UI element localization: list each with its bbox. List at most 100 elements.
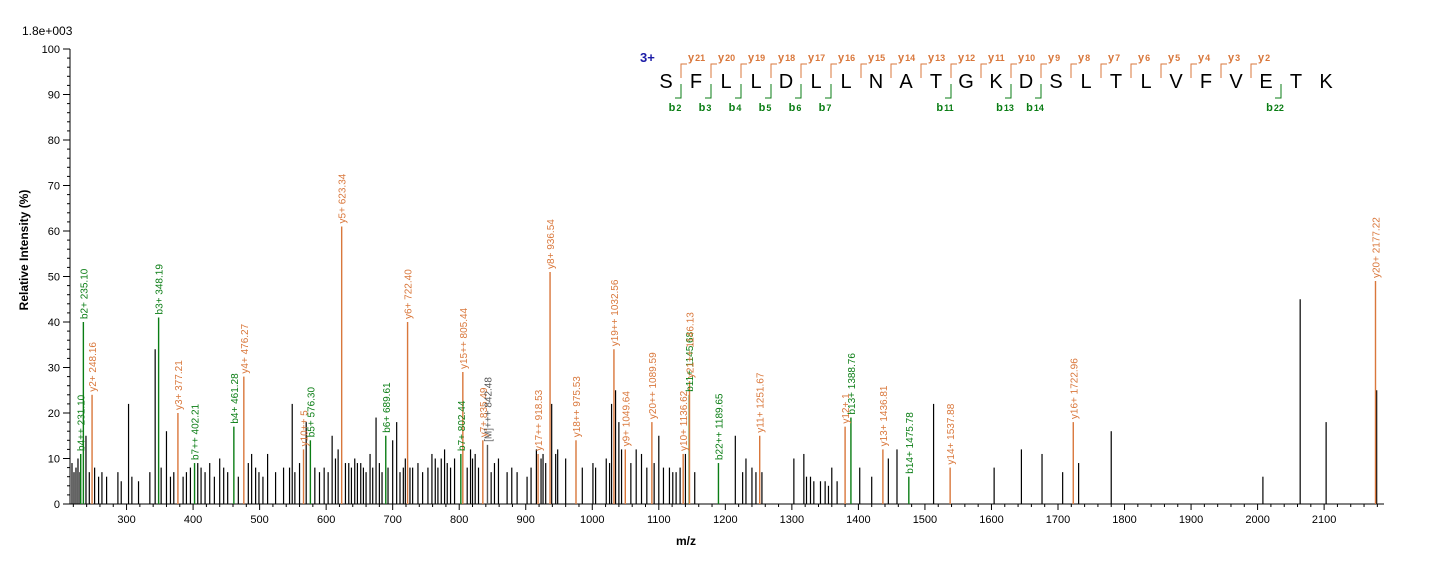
peak-labels: b4++ 231.10 b2+ 235.10 y2+ 248.16 b3+ 348.1…	[77, 173, 1383, 473]
y-ion-bracket	[890, 63, 897, 78]
b-ion-label: b7	[819, 102, 832, 114]
y-tick-label: 80	[48, 135, 60, 147]
y-ion-label: y17	[808, 52, 825, 64]
peak-label: b7+ 802.44	[457, 400, 468, 451]
sequence-residue: T	[1290, 71, 1302, 93]
sequence-residue: F	[1200, 71, 1212, 93]
peaks	[71, 226, 1378, 504]
peak-label: b7++ 402.21	[191, 403, 202, 460]
x-tick-label: 2000	[1245, 514, 1269, 526]
b-ion-bracket	[735, 84, 742, 99]
y-tick-label: 0	[54, 499, 60, 511]
sequence-residue: V	[1229, 71, 1243, 93]
y-ion-bracket	[1160, 63, 1167, 78]
y-ion-label: y16	[838, 52, 855, 64]
x-tick-label: 700	[383, 514, 401, 526]
b-ion-bracket	[675, 84, 682, 99]
x-tick-label: 1700	[1046, 514, 1070, 526]
peak-label: b13+ 1388.76	[847, 353, 858, 415]
sequence-residue: V	[1169, 71, 1183, 93]
y-ion-bracket	[1070, 63, 1077, 78]
sequence-residue: T	[1110, 71, 1122, 93]
peak-label: y15++ 805.44	[459, 307, 470, 369]
peak-label: y19++ 1032.56	[610, 279, 621, 346]
sequence-residue: L	[750, 71, 761, 93]
axes: 0 10 20 30 40 50 60 70 80 90 100 300 400 500 600 700 800…	[42, 44, 1384, 526]
x-tick-label: 300	[117, 514, 135, 526]
b-ion-label: b2	[669, 102, 682, 114]
b-ion-label: b14	[1026, 102, 1044, 114]
x-tick-label: 1000	[580, 514, 604, 526]
peak-label: y9+ 1049.64	[621, 391, 632, 447]
sequence-residue: T	[930, 71, 942, 93]
y-tick-label: 40	[48, 317, 60, 329]
b-ion-bracket	[1035, 84, 1042, 99]
x-tick-label: 1600	[979, 514, 1003, 526]
y-ion-bracket	[830, 63, 837, 78]
peak-label: b3+ 348.19	[155, 264, 166, 315]
sequence-residue: G	[958, 71, 974, 93]
x-axis-title: m/z	[676, 534, 696, 548]
b-ion-label: b22	[1266, 102, 1284, 114]
y-ion-bracket	[1010, 63, 1017, 78]
peak-label: [M]+++ 842.48	[483, 377, 494, 442]
x-tick-label: 1400	[846, 514, 870, 526]
peak-label: b4++ 231.10	[77, 394, 88, 451]
y-ion-bracket	[950, 63, 957, 78]
y-ion-label: y8	[1078, 52, 1090, 64]
b-ion-label: b6	[789, 102, 802, 114]
sequence-residue: K	[989, 71, 1003, 93]
y-ion-bracket	[1250, 63, 1257, 78]
intensity-scale-label: 1.8e+003	[22, 24, 73, 38]
b-ion-bracket	[705, 84, 712, 99]
b-ion-label: b11	[936, 102, 953, 114]
peak-label: y20++ 1089.59	[648, 352, 659, 419]
peak-label: b5+ 576.30	[306, 387, 317, 438]
sequence-residue: S	[659, 71, 672, 93]
y-ion-label: y4	[1198, 52, 1210, 64]
y-tick-label: 30	[48, 363, 60, 375]
sequence-residue: F	[690, 71, 702, 93]
peak-label: y11+ 1251.67	[756, 372, 767, 433]
y-ion-label: y3	[1228, 52, 1240, 64]
y-ion-label: y2	[1258, 52, 1270, 64]
peak-label: y21++ 1146.13	[685, 312, 696, 378]
y-tick-label: 90	[48, 90, 60, 102]
sequence-residue: D	[779, 71, 793, 93]
b-ion-label: b13	[996, 102, 1014, 114]
peak-label: b4+ 461.28	[230, 373, 241, 424]
y-ion-bracket	[770, 63, 777, 78]
y-ion-label: y12	[958, 52, 975, 64]
x-tick-label: 1300	[780, 514, 804, 526]
x-tick-label: 1100	[647, 514, 671, 526]
x-tick-label: 1800	[1112, 514, 1136, 526]
y-ion-label: y5	[1168, 52, 1180, 64]
peak-label: y4+ 476.27	[240, 323, 251, 373]
b-ion-bracket	[795, 84, 802, 99]
y-tick-label: 70	[48, 181, 60, 193]
peak-label: y5+ 623.34	[338, 173, 349, 223]
y-ion-bracket	[980, 63, 987, 78]
x-tick-label: 1900	[1179, 514, 1203, 526]
y-ion-label: y15	[868, 52, 885, 64]
y-ion-bracket	[920, 63, 927, 78]
x-tick-label: 900	[517, 514, 535, 526]
peak-label: y16+ 1722.96	[1069, 358, 1080, 419]
sequence-residue: L	[840, 71, 851, 93]
y-ion-bracket	[680, 63, 687, 78]
b-ion-bracket	[765, 84, 772, 99]
sequence-residue: A	[899, 71, 913, 93]
peak-label: y10+ 1136.62	[679, 390, 690, 451]
peak-label: y14+ 1537.88	[946, 403, 957, 464]
x-tick-label: 400	[184, 514, 202, 526]
peak-label: y2+ 248.16	[88, 342, 99, 392]
y-ion-bracket	[710, 63, 717, 78]
y-ion-label: y6	[1138, 52, 1150, 64]
sequence-residue: S	[1049, 71, 1062, 93]
y-tick-label: 60	[48, 226, 60, 238]
x-tick-label: 1500	[913, 514, 937, 526]
peak-label: y6+ 722.40	[404, 269, 415, 319]
peak-label: y3+ 377.21	[174, 360, 185, 410]
y-ion-label: y19	[748, 52, 765, 64]
